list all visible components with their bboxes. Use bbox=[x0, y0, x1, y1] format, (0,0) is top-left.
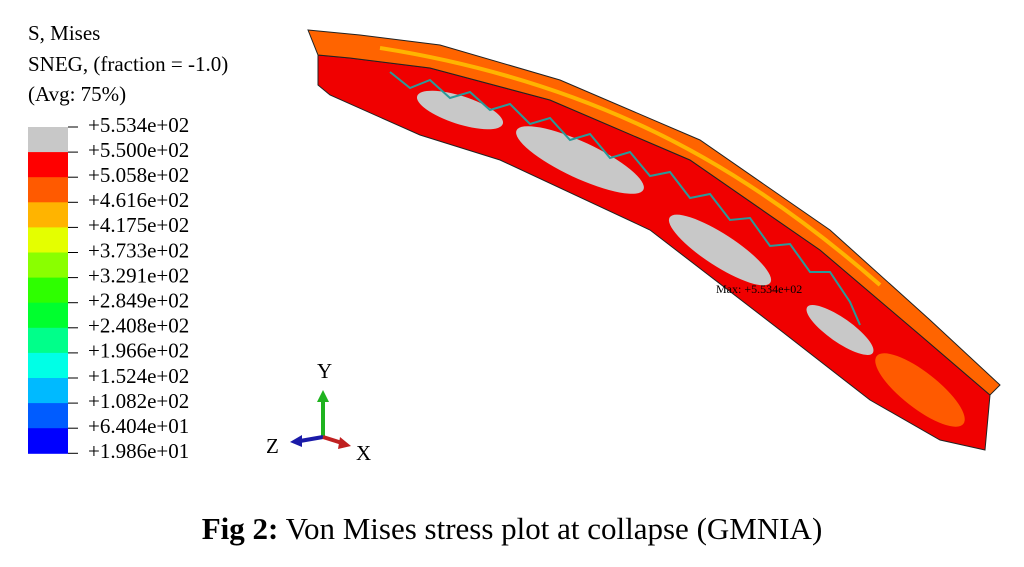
legend-band bbox=[28, 252, 68, 279]
legend-band bbox=[28, 127, 68, 153]
legend-band bbox=[28, 352, 68, 379]
legend-band bbox=[28, 277, 68, 304]
caption: Fig 2: Von Mises stress plot at collapse… bbox=[202, 511, 823, 546]
axis-label: X bbox=[356, 441, 371, 465]
legend-band bbox=[28, 302, 68, 329]
legend-label: +3.291e+02 bbox=[88, 263, 189, 287]
legend-label: +1.082e+02 bbox=[88, 389, 189, 413]
axis-label: Z bbox=[266, 434, 279, 458]
legend-label: +5.500e+02 bbox=[88, 138, 189, 162]
legend-label: +1.986e+01 bbox=[88, 439, 189, 463]
beam-web bbox=[317, 54, 991, 451]
z-arrow bbox=[299, 435, 324, 443]
x-arrowhead bbox=[338, 437, 351, 449]
legend-title: S, Mises bbox=[28, 21, 100, 45]
legend-label: +6.404e+01 bbox=[88, 414, 189, 438]
beam-flange bbox=[307, 29, 1001, 396]
caption-text: Von Mises stress plot at collapse (GMNIA… bbox=[286, 511, 823, 546]
flange-highlight bbox=[379, 46, 882, 287]
axis-triad: Y Z X bbox=[266, 359, 371, 465]
stress-patch bbox=[416, 90, 504, 130]
legend-title: (Avg: 75%) bbox=[28, 82, 126, 106]
legend-band bbox=[28, 202, 68, 228]
color-legend: +5.534e+02+5.500e+02+5.058e+02+4.616e+02… bbox=[28, 113, 189, 463]
legend-label: +4.616e+02 bbox=[88, 188, 189, 212]
legend-band bbox=[28, 177, 68, 203]
y-arrowhead bbox=[317, 390, 329, 402]
axis-label: Y bbox=[317, 359, 332, 383]
max-annotation: Max: +5.534e+02 bbox=[716, 282, 802, 296]
legend-title: SNEG, (fraction = -1.0) bbox=[28, 52, 228, 76]
beam bbox=[307, 29, 1001, 451]
legend-label: +5.058e+02 bbox=[88, 163, 189, 187]
legend-band bbox=[28, 378, 68, 404]
caption-space bbox=[278, 511, 285, 546]
x-arrow bbox=[322, 435, 343, 445]
legend-label: +2.849e+02 bbox=[88, 289, 189, 313]
legend-label: +2.408e+02 bbox=[88, 314, 189, 338]
z-arrowhead bbox=[290, 435, 302, 447]
stress-patch bbox=[516, 126, 644, 194]
legend-label: +1.524e+02 bbox=[88, 364, 189, 388]
legend-band bbox=[28, 403, 68, 429]
caption-label: Fig 2: bbox=[202, 511, 279, 546]
legend-band bbox=[28, 227, 68, 253]
legend-label: +5.534e+02 bbox=[88, 113, 189, 137]
legend-label: +3.733e+02 bbox=[88, 238, 189, 262]
legend-label: +4.175e+02 bbox=[88, 213, 189, 237]
stiffener bbox=[389, 71, 861, 326]
stress-patch bbox=[875, 353, 965, 427]
legend-band bbox=[28, 152, 68, 178]
legend-label: +1.966e+02 bbox=[88, 339, 189, 363]
stress-patch bbox=[806, 305, 874, 355]
legend-band bbox=[28, 327, 68, 354]
stress-patch bbox=[668, 214, 772, 286]
legend-band bbox=[28, 428, 68, 454]
